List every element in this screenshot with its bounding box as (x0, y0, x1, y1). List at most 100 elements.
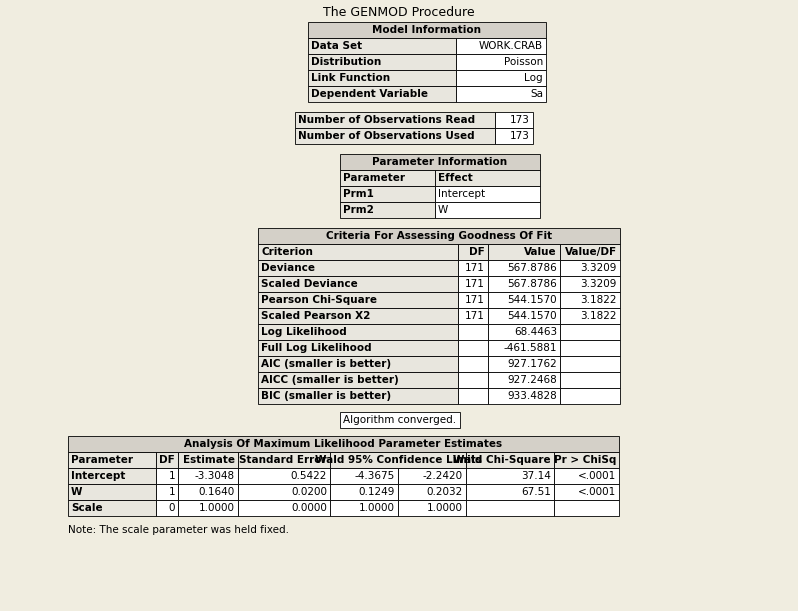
Text: 37.14: 37.14 (521, 471, 551, 481)
Text: Data Set: Data Set (311, 41, 362, 51)
Bar (258, 340, 458, 356)
Text: 1: 1 (168, 471, 175, 481)
Text: 0.0000: 0.0000 (291, 503, 327, 513)
Text: Parameter: Parameter (71, 455, 133, 465)
Bar (458, 356, 488, 372)
Text: Note: The scale parameter was held fixed.: Note: The scale parameter was held fixed… (68, 525, 289, 535)
Bar (488, 388, 560, 404)
Bar (560, 260, 620, 276)
Text: -4.3675: -4.3675 (355, 471, 395, 481)
Bar (456, 38, 546, 54)
Bar (560, 244, 620, 260)
Bar (238, 484, 330, 500)
Bar (178, 500, 238, 516)
Text: -2.2420: -2.2420 (423, 471, 463, 481)
Text: 67.51: 67.51 (521, 487, 551, 497)
Bar (488, 324, 560, 340)
Text: Log: Log (524, 73, 543, 83)
Bar (258, 308, 458, 324)
Text: Log Likelihood: Log Likelihood (261, 327, 347, 337)
Bar (340, 154, 540, 170)
Bar (68, 484, 156, 500)
Bar (308, 22, 546, 38)
Text: Wald 95% Confidence Limits: Wald 95% Confidence Limits (314, 455, 481, 465)
Bar (238, 468, 330, 484)
Text: 0.1640: 0.1640 (199, 487, 235, 497)
Bar (488, 244, 560, 260)
Text: 544.1570: 544.1570 (508, 295, 557, 305)
Text: W: W (71, 487, 82, 497)
Bar (178, 468, 238, 484)
Bar (488, 276, 560, 292)
Text: 171: 171 (465, 279, 485, 289)
Text: WORK.CRAB: WORK.CRAB (479, 41, 543, 51)
Text: 567.8786: 567.8786 (508, 263, 557, 273)
Bar (466, 500, 554, 516)
Text: 0.2032: 0.2032 (427, 487, 463, 497)
Bar (398, 468, 466, 484)
Text: -3.3048: -3.3048 (195, 471, 235, 481)
Bar (340, 186, 435, 202)
Bar (258, 260, 458, 276)
Bar (488, 260, 560, 276)
Bar (456, 70, 546, 86)
Bar (560, 372, 620, 388)
Bar (258, 324, 458, 340)
Text: Intercept: Intercept (438, 189, 485, 199)
Bar (458, 340, 488, 356)
Text: Model Information: Model Information (373, 25, 481, 35)
Bar (238, 500, 330, 516)
Text: Effect: Effect (438, 173, 472, 183)
Text: Pr > ChiSq: Pr > ChiSq (554, 455, 616, 465)
Text: Analysis Of Maximum Likelihood Parameter Estimates: Analysis Of Maximum Likelihood Parameter… (184, 439, 503, 449)
Text: 1: 1 (168, 487, 175, 497)
Bar (258, 244, 458, 260)
Bar (488, 340, 560, 356)
Bar (258, 276, 458, 292)
Bar (466, 468, 554, 484)
Text: 68.4463: 68.4463 (514, 327, 557, 337)
Bar (156, 484, 178, 500)
Bar (495, 128, 533, 144)
Bar (156, 468, 178, 484)
Bar (488, 372, 560, 388)
Bar (456, 54, 546, 70)
Text: 3.3209: 3.3209 (581, 279, 617, 289)
Text: W: W (438, 205, 448, 215)
Text: Wald Chi-Square: Wald Chi-Square (453, 455, 551, 465)
Text: 544.1570: 544.1570 (508, 311, 557, 321)
Bar (458, 388, 488, 404)
Text: BIC (smaller is better): BIC (smaller is better) (261, 391, 391, 401)
Text: Number of Observations Read: Number of Observations Read (298, 115, 475, 125)
Text: Full Log Likelihood: Full Log Likelihood (261, 343, 372, 353)
Bar (560, 292, 620, 308)
Bar (554, 468, 619, 484)
Text: 927.2468: 927.2468 (508, 375, 557, 385)
Text: Dependent Variable: Dependent Variable (311, 89, 428, 99)
Text: 1.0000: 1.0000 (359, 503, 395, 513)
Text: 0.1249: 0.1249 (358, 487, 395, 497)
Text: AIC (smaller is better): AIC (smaller is better) (261, 359, 391, 369)
Text: DF: DF (160, 455, 175, 465)
Text: Standard Error: Standard Error (239, 455, 327, 465)
Text: Criteria For Assessing Goodness Of Fit: Criteria For Assessing Goodness Of Fit (326, 231, 552, 241)
Bar (458, 276, 488, 292)
Bar (156, 452, 178, 468)
Text: Scale: Scale (71, 503, 103, 513)
Bar (435, 186, 540, 202)
Bar (495, 112, 533, 128)
Text: 3.1822: 3.1822 (580, 311, 617, 321)
Text: Link Function: Link Function (311, 73, 390, 83)
Text: Distribution: Distribution (311, 57, 381, 67)
Text: Value: Value (524, 247, 557, 257)
Bar (560, 308, 620, 324)
Bar (68, 452, 156, 468)
Text: 0.5422: 0.5422 (290, 471, 327, 481)
Bar (68, 500, 156, 516)
Text: 0: 0 (168, 503, 175, 513)
Text: 567.8786: 567.8786 (508, 279, 557, 289)
Bar (466, 484, 554, 500)
Bar (340, 412, 460, 428)
Text: 171: 171 (465, 263, 485, 273)
Bar (458, 372, 488, 388)
